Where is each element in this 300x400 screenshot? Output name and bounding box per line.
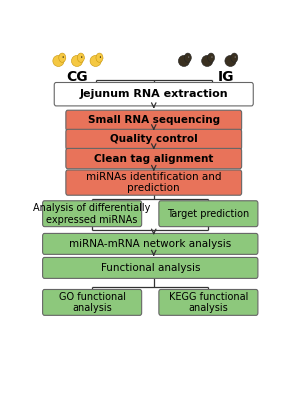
FancyBboxPatch shape xyxy=(66,170,242,195)
Ellipse shape xyxy=(53,55,64,66)
Circle shape xyxy=(100,56,101,58)
FancyBboxPatch shape xyxy=(43,234,258,254)
Circle shape xyxy=(208,53,214,62)
Text: GO functional
analysis: GO functional analysis xyxy=(58,292,126,313)
FancyBboxPatch shape xyxy=(43,258,258,278)
Circle shape xyxy=(63,56,64,58)
Text: Jejunum RNA extraction: Jejunum RNA extraction xyxy=(80,89,228,99)
FancyBboxPatch shape xyxy=(66,110,242,130)
Circle shape xyxy=(96,53,103,62)
Text: IG: IG xyxy=(218,70,234,84)
Wedge shape xyxy=(102,58,103,59)
Circle shape xyxy=(184,53,191,62)
Circle shape xyxy=(59,53,66,62)
FancyBboxPatch shape xyxy=(66,129,242,150)
FancyBboxPatch shape xyxy=(54,82,253,106)
FancyBboxPatch shape xyxy=(43,201,142,227)
Text: Small RNA sequencing: Small RNA sequencing xyxy=(88,115,220,125)
Text: miRNAs identification and
prediction: miRNAs identification and prediction xyxy=(86,172,221,193)
Ellipse shape xyxy=(202,55,213,66)
Text: Quality control: Quality control xyxy=(110,134,198,144)
FancyBboxPatch shape xyxy=(159,290,258,315)
Circle shape xyxy=(81,56,82,58)
Ellipse shape xyxy=(90,55,101,66)
Text: KEGG functional
analysis: KEGG functional analysis xyxy=(169,292,248,313)
Text: Analysis of differentially
expressed miRNAs: Analysis of differentially expressed miR… xyxy=(33,203,151,224)
Wedge shape xyxy=(65,58,66,59)
Text: Functional analysis: Functional analysis xyxy=(100,263,200,273)
Circle shape xyxy=(188,56,189,58)
FancyBboxPatch shape xyxy=(43,290,142,315)
Text: Target prediction: Target prediction xyxy=(167,209,250,219)
FancyBboxPatch shape xyxy=(66,148,242,169)
Text: miRNA-mRNA network analysis: miRNA-mRNA network analysis xyxy=(69,239,231,249)
Circle shape xyxy=(77,53,84,62)
Ellipse shape xyxy=(225,55,236,66)
Ellipse shape xyxy=(178,55,190,66)
Wedge shape xyxy=(84,58,85,59)
Circle shape xyxy=(235,56,236,58)
Ellipse shape xyxy=(71,55,82,66)
Text: CG: CG xyxy=(66,70,88,84)
Circle shape xyxy=(231,53,238,62)
Text: Clean tag alignment: Clean tag alignment xyxy=(94,154,213,164)
FancyBboxPatch shape xyxy=(159,201,258,227)
